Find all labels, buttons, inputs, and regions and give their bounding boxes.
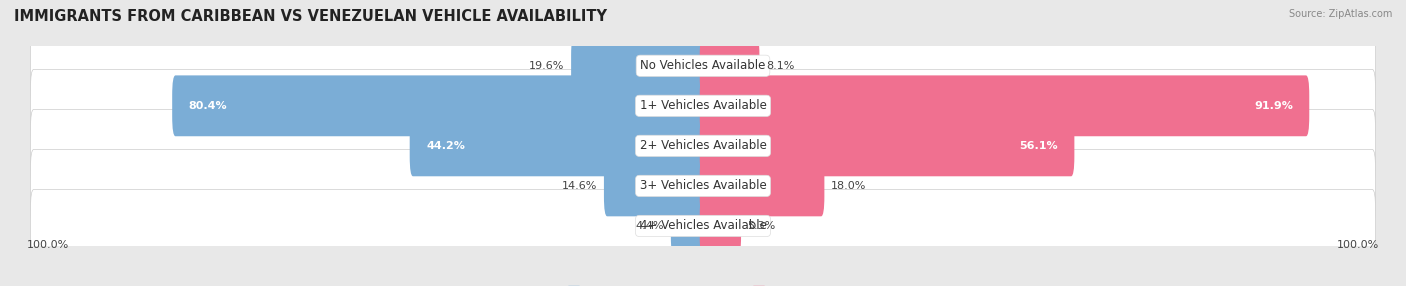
Text: 3+ Vehicles Available: 3+ Vehicles Available (640, 179, 766, 192)
FancyBboxPatch shape (700, 156, 824, 216)
FancyBboxPatch shape (700, 76, 1309, 136)
FancyBboxPatch shape (671, 196, 706, 256)
FancyBboxPatch shape (172, 76, 706, 136)
Text: 100.0%: 100.0% (1337, 240, 1379, 250)
Text: 80.4%: 80.4% (188, 101, 228, 111)
FancyBboxPatch shape (31, 190, 1375, 262)
FancyBboxPatch shape (31, 29, 1375, 102)
Text: 44.2%: 44.2% (426, 141, 465, 151)
FancyBboxPatch shape (700, 196, 741, 256)
Text: No Vehicles Available: No Vehicles Available (640, 59, 766, 72)
FancyBboxPatch shape (571, 35, 706, 96)
Text: 4+ Vehicles Available: 4+ Vehicles Available (640, 219, 766, 233)
Text: 91.9%: 91.9% (1254, 101, 1294, 111)
Text: IMMIGRANTS FROM CARIBBEAN VS VENEZUELAN VEHICLE AVAILABILITY: IMMIGRANTS FROM CARIBBEAN VS VENEZUELAN … (14, 9, 607, 23)
Text: 2+ Vehicles Available: 2+ Vehicles Available (640, 139, 766, 152)
FancyBboxPatch shape (700, 35, 759, 96)
Legend: Immigrants from Caribbean, Venezuelan: Immigrants from Caribbean, Venezuelan (564, 281, 842, 286)
FancyBboxPatch shape (409, 116, 706, 176)
Text: 4.4%: 4.4% (636, 221, 664, 231)
FancyBboxPatch shape (31, 110, 1375, 182)
FancyBboxPatch shape (605, 156, 706, 216)
Text: 100.0%: 100.0% (27, 240, 69, 250)
Text: Source: ZipAtlas.com: Source: ZipAtlas.com (1288, 9, 1392, 19)
Text: 14.6%: 14.6% (562, 181, 598, 191)
Text: 1+ Vehicles Available: 1+ Vehicles Available (640, 99, 766, 112)
Text: 18.0%: 18.0% (831, 181, 866, 191)
FancyBboxPatch shape (700, 116, 1074, 176)
FancyBboxPatch shape (31, 150, 1375, 222)
Text: 8.1%: 8.1% (766, 61, 794, 71)
Text: 19.6%: 19.6% (529, 61, 565, 71)
FancyBboxPatch shape (31, 69, 1375, 142)
Text: 5.3%: 5.3% (748, 221, 776, 231)
Text: 56.1%: 56.1% (1019, 141, 1057, 151)
